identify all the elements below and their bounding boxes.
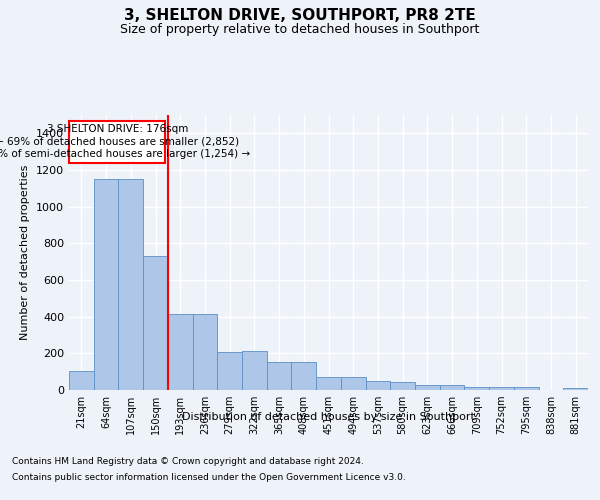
Bar [514,387,539,390]
Bar [365,382,390,390]
Bar [143,256,168,390]
Bar [563,388,588,390]
Bar [242,350,267,390]
Bar [168,314,193,390]
Bar [440,385,464,390]
Text: Size of property relative to detached houses in Southport: Size of property relative to detached ho… [121,22,479,36]
Text: Contains public sector information licensed under the Open Government Licence v3: Contains public sector information licen… [12,472,406,482]
Bar [292,362,316,390]
Bar [390,382,415,390]
Bar [267,362,292,390]
Text: ← 69% of detached houses are smaller (2,852): ← 69% of detached houses are smaller (2,… [0,136,239,146]
Text: 3, SHELTON DRIVE, SOUTHPORT, PR8 2TE: 3, SHELTON DRIVE, SOUTHPORT, PR8 2TE [124,8,476,22]
Bar [316,377,341,390]
Bar [69,371,94,390]
Bar [118,179,143,390]
Text: 31% of semi-detached houses are larger (1,254) →: 31% of semi-detached houses are larger (… [0,150,250,160]
Bar [341,377,365,390]
Text: Distribution of detached houses by size in Southport: Distribution of detached houses by size … [182,412,475,422]
FancyBboxPatch shape [69,120,166,162]
Text: Contains HM Land Registry data © Crown copyright and database right 2024.: Contains HM Land Registry data © Crown c… [12,458,364,466]
Bar [217,352,242,390]
Bar [415,385,440,390]
Bar [464,386,489,390]
Bar [94,179,118,390]
Y-axis label: Number of detached properties: Number of detached properties [20,165,31,340]
Bar [489,386,514,390]
Text: 3 SHELTON DRIVE: 176sqm: 3 SHELTON DRIVE: 176sqm [47,124,188,134]
Bar [193,314,217,390]
